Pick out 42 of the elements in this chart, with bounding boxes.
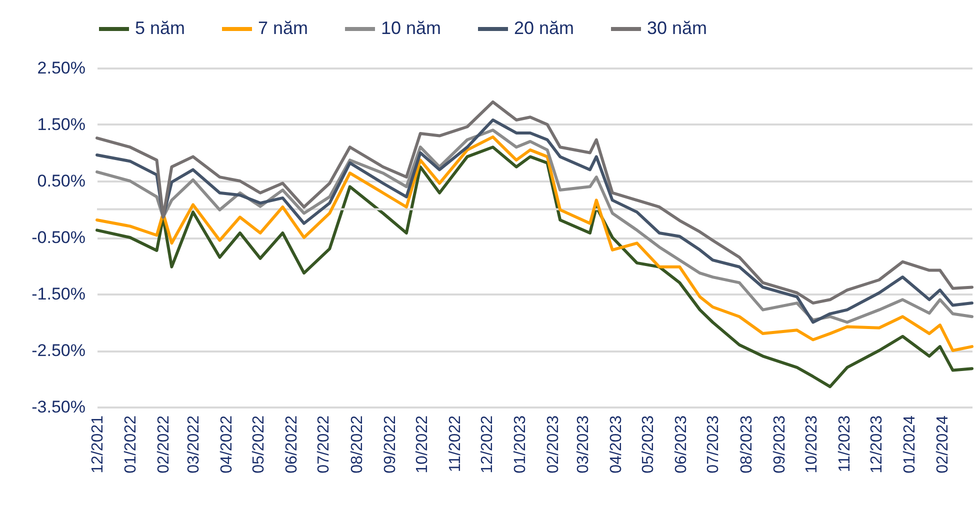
x-tick-label: 09/2023 [771,415,788,474]
y-tick-label: -0.50% [32,228,86,247]
x-tick-label: 05/2022 [250,415,268,474]
x-tick-label: 03/2022 [186,415,203,474]
y-tick-label: -2.50% [32,341,86,360]
legend-label: 30 năm [647,18,708,38]
y-tick-label: 2.50% [37,58,86,78]
x-tick-label: 08/2023 [738,415,756,474]
x-tick-label: 01/2023 [512,415,530,474]
legend-label: 20 năm [514,18,574,38]
x-tick-label: 06/2022 [284,415,301,474]
x-tick-label: 02/2023 [545,415,562,474]
x-tick-label: 04/2023 [608,415,626,474]
x-tick-label: 01/2024 [902,415,919,474]
x-tick-label: 06/2023 [673,415,690,474]
x-tick-label: 12/2022 [478,415,496,474]
legend-label: 10 năm [381,18,442,38]
x-tick-label: 12/2021 [90,415,106,474]
y-tick-label: 0.50% [37,172,86,190]
x-tick-label: 02/2022 [156,415,173,474]
x-tick-label: 09/2022 [382,415,399,474]
legend-label: 5 năm [135,18,186,38]
x-tick-label: 08/2022 [348,415,366,474]
x-tick-label: 10/2023 [803,415,820,474]
legend-label: 7 năm [258,18,308,38]
x-tick-label: 03/2023 [575,415,592,474]
x-tick-label: 01/2022 [122,415,140,474]
x-tick-label: 04/2022 [218,415,236,474]
y-tick-label: -3.50% [32,398,86,416]
x-tick-label: 12/2023 [868,415,886,474]
line-series [96,135,974,352]
line-series [96,100,974,305]
x-tick-label: 10/2022 [414,415,431,474]
y-tick-label: -1.50% [32,284,86,304]
x-tick-label: 05/2023 [640,415,658,474]
x-tick-label: 11/2023 [836,415,854,472]
y-tick-label: 1.50% [37,115,86,134]
x-tick-label: 07/2022 [316,415,333,474]
x-tick-label: 07/2023 [705,415,722,474]
line-series [96,146,974,388]
x-tick-label: 02/2024 [934,415,952,474]
x-tick-label: 11/2022 [446,415,464,472]
